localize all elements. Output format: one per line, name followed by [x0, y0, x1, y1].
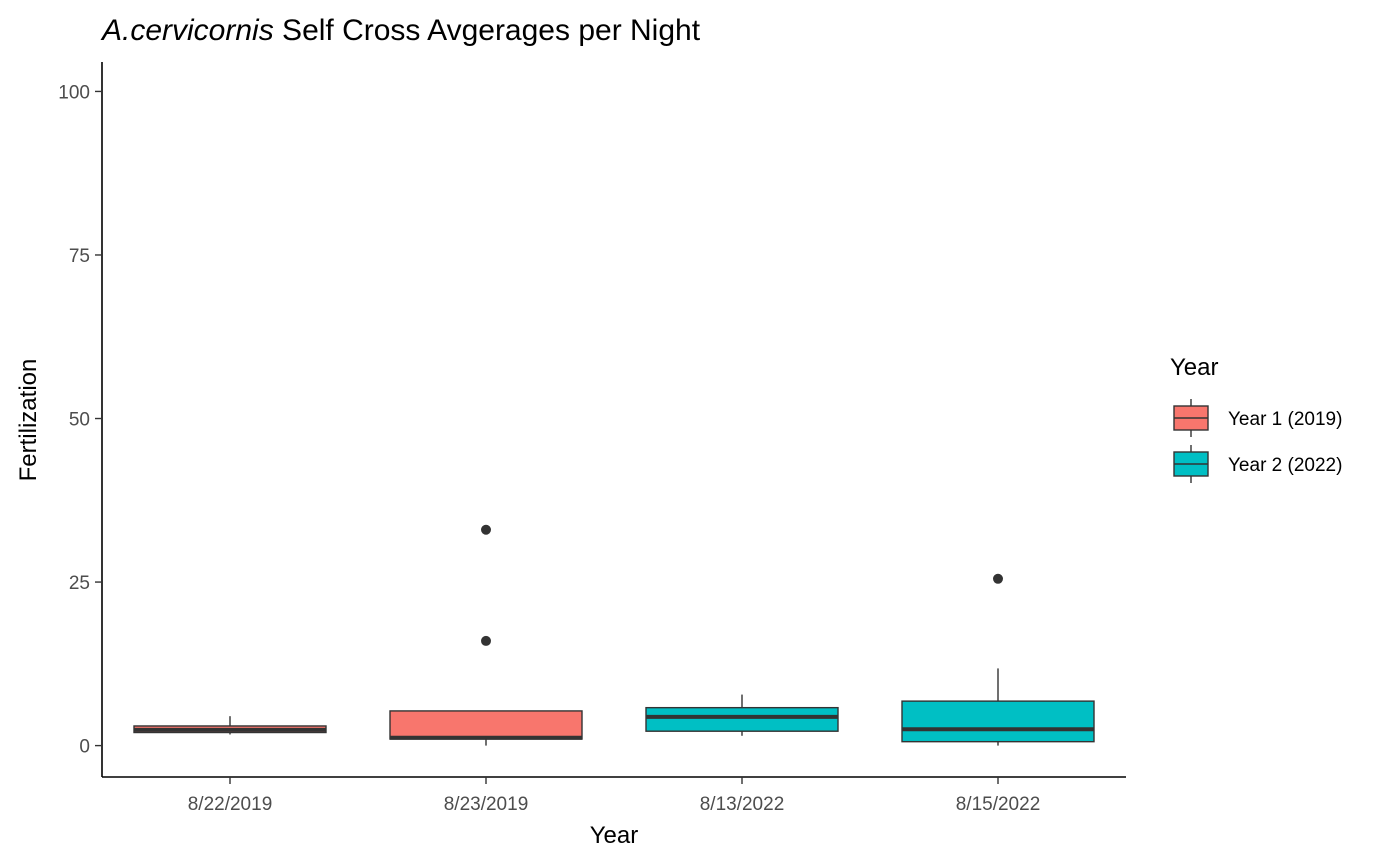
plot-area — [133, 524, 1095, 746]
x-axis-title: Year — [590, 822, 639, 849]
outlier-point — [993, 573, 1003, 584]
y-tick-label: 50 — [69, 410, 90, 431]
y-axis-title: Fertilization — [15, 359, 42, 482]
chart-title-species: A.cervicornis — [100, 14, 274, 47]
x-ticks: 8/22/2019 8/23/2019 8/13/2022 8/15/2022 — [188, 777, 1041, 815]
box-8-23-2019 — [389, 524, 583, 746]
box-8-15-2022 — [901, 573, 1095, 746]
legend-label: Year 2 (2022) — [1228, 455, 1342, 476]
legend-title: Year — [1170, 354, 1219, 381]
box-iqr — [645, 706, 839, 732]
x-tick-label: 8/15/2022 — [956, 794, 1041, 815]
chart-title: A.cervicornis Self Cross Avgerages per N… — [100, 14, 701, 47]
box-8-22-2019 — [133, 716, 327, 735]
y-tick-label: 100 — [58, 82, 90, 103]
x-tick-label: 8/23/2019 — [444, 794, 529, 815]
legend: Year Year 1 (2019) Year 2 (2022) — [1170, 354, 1342, 483]
chart-title-rest: Self Cross Avgerages per Night — [274, 14, 701, 47]
box-8-13-2022 — [645, 694, 839, 736]
legend-label: Year 1 (2019) — [1228, 409, 1342, 430]
x-tick-label: 8/22/2019 — [188, 794, 273, 815]
box-iqr — [389, 710, 583, 740]
y-ticks: 0 25 50 75 100 — [58, 82, 102, 758]
axes — [101, 62, 1126, 778]
outlier-point — [481, 635, 491, 646]
legend-key-2 — [1173, 445, 1209, 483]
x-tick-label: 8/13/2022 — [700, 794, 785, 815]
y-tick-label: 25 — [69, 573, 90, 594]
outlier-point — [481, 524, 491, 535]
y-tick-label: 0 — [79, 737, 90, 758]
y-tick-label: 75 — [69, 246, 90, 267]
box-iqr — [901, 700, 1095, 743]
legend-key-1 — [1173, 399, 1209, 437]
